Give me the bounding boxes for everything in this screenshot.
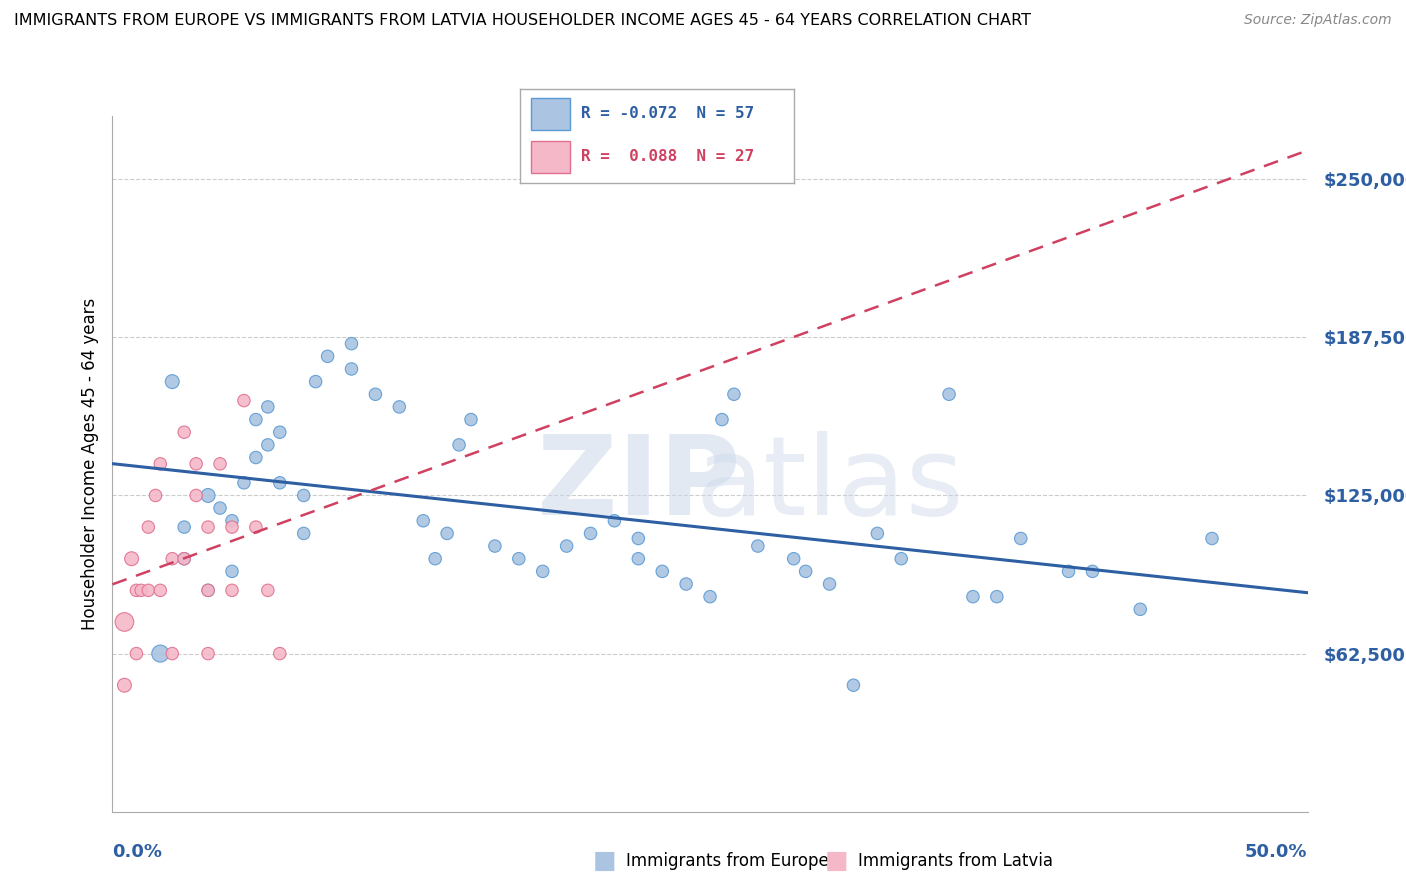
Point	[125, 647, 148, 661]
Text: ■: ■	[593, 849, 616, 872]
Point	[447, 438, 470, 452]
Point	[412, 514, 434, 528]
Text: Immigrants from Europe: Immigrants from Europe	[626, 852, 828, 870]
Point	[711, 412, 734, 426]
Point	[138, 520, 160, 534]
Text: IMMIGRANTS FROM EUROPE VS IMMIGRANTS FROM LATVIA HOUSEHOLDER INCOME AGES 45 - 64: IMMIGRANTS FROM EUROPE VS IMMIGRANTS FRO…	[14, 13, 1031, 29]
Point	[121, 551, 143, 566]
Point	[269, 475, 291, 490]
Point	[747, 539, 769, 553]
Text: 50.0%: 50.0%	[1246, 843, 1308, 861]
Point	[699, 590, 721, 604]
Point	[316, 349, 339, 363]
Point	[257, 400, 280, 414]
Text: 0.0%: 0.0%	[112, 843, 163, 861]
Point	[292, 488, 315, 502]
Bar	[531, 97, 569, 130]
Point	[257, 438, 280, 452]
Point	[425, 551, 447, 566]
Point	[579, 526, 602, 541]
Point	[1201, 532, 1223, 546]
Point	[221, 520, 243, 534]
Text: ■: ■	[825, 849, 848, 872]
Point	[460, 412, 482, 426]
Point	[197, 647, 219, 661]
Point	[245, 412, 267, 426]
Point	[162, 551, 183, 566]
Point	[197, 583, 219, 598]
Point	[1057, 565, 1080, 579]
Point	[173, 551, 195, 566]
Point	[986, 590, 1008, 604]
Point	[138, 583, 160, 598]
Point	[173, 425, 195, 440]
Point	[340, 362, 363, 376]
Point	[197, 583, 219, 598]
Point	[782, 551, 804, 566]
Point	[627, 532, 650, 546]
Point	[304, 375, 326, 389]
Point	[651, 565, 673, 579]
Point	[221, 565, 243, 579]
Point	[1010, 532, 1032, 546]
Point	[162, 647, 183, 661]
Point	[555, 539, 578, 553]
Point	[269, 647, 291, 661]
Point	[1129, 602, 1152, 616]
Point	[186, 457, 208, 471]
Point	[1081, 565, 1104, 579]
Point	[938, 387, 960, 401]
Point	[508, 551, 530, 566]
Point	[794, 565, 817, 579]
Text: R =  0.088  N = 27: R = 0.088 N = 27	[581, 149, 754, 164]
Point	[364, 387, 387, 401]
Point	[149, 583, 172, 598]
Point	[114, 678, 135, 692]
Text: Immigrants from Latvia: Immigrants from Latvia	[858, 852, 1053, 870]
Point	[675, 577, 697, 591]
Point	[436, 526, 458, 541]
Point	[149, 457, 172, 471]
Bar	[531, 141, 569, 173]
Point	[162, 375, 183, 389]
Point	[145, 488, 167, 502]
Point	[197, 520, 219, 534]
Point	[245, 450, 267, 465]
Point	[114, 615, 135, 629]
Point	[723, 387, 745, 401]
Point	[129, 583, 152, 598]
Point	[208, 501, 231, 516]
Point	[890, 551, 912, 566]
Point	[232, 475, 256, 490]
Point	[842, 678, 865, 692]
Point	[388, 400, 411, 414]
Point	[627, 551, 650, 566]
Point	[245, 520, 267, 534]
Point	[269, 425, 291, 440]
Text: atlas: atlas	[696, 431, 963, 538]
Point	[866, 526, 889, 541]
Point	[531, 565, 554, 579]
Point	[232, 393, 256, 408]
Text: ZIP: ZIP	[537, 431, 740, 538]
Point	[221, 514, 243, 528]
Point	[962, 590, 984, 604]
Text: R = -0.072  N = 57: R = -0.072 N = 57	[581, 106, 754, 121]
Point	[173, 520, 195, 534]
Point	[186, 488, 208, 502]
Point	[221, 583, 243, 598]
Point	[818, 577, 841, 591]
Point	[340, 336, 363, 351]
Text: Source: ZipAtlas.com: Source: ZipAtlas.com	[1244, 13, 1392, 28]
Point	[125, 583, 148, 598]
Point	[149, 647, 172, 661]
Y-axis label: Householder Income Ages 45 - 64 years: Householder Income Ages 45 - 64 years	[80, 298, 98, 630]
Point	[197, 488, 219, 502]
Point	[292, 526, 315, 541]
Point	[208, 457, 231, 471]
Point	[603, 514, 626, 528]
Point	[484, 539, 506, 553]
Point	[173, 551, 195, 566]
Point	[257, 583, 280, 598]
